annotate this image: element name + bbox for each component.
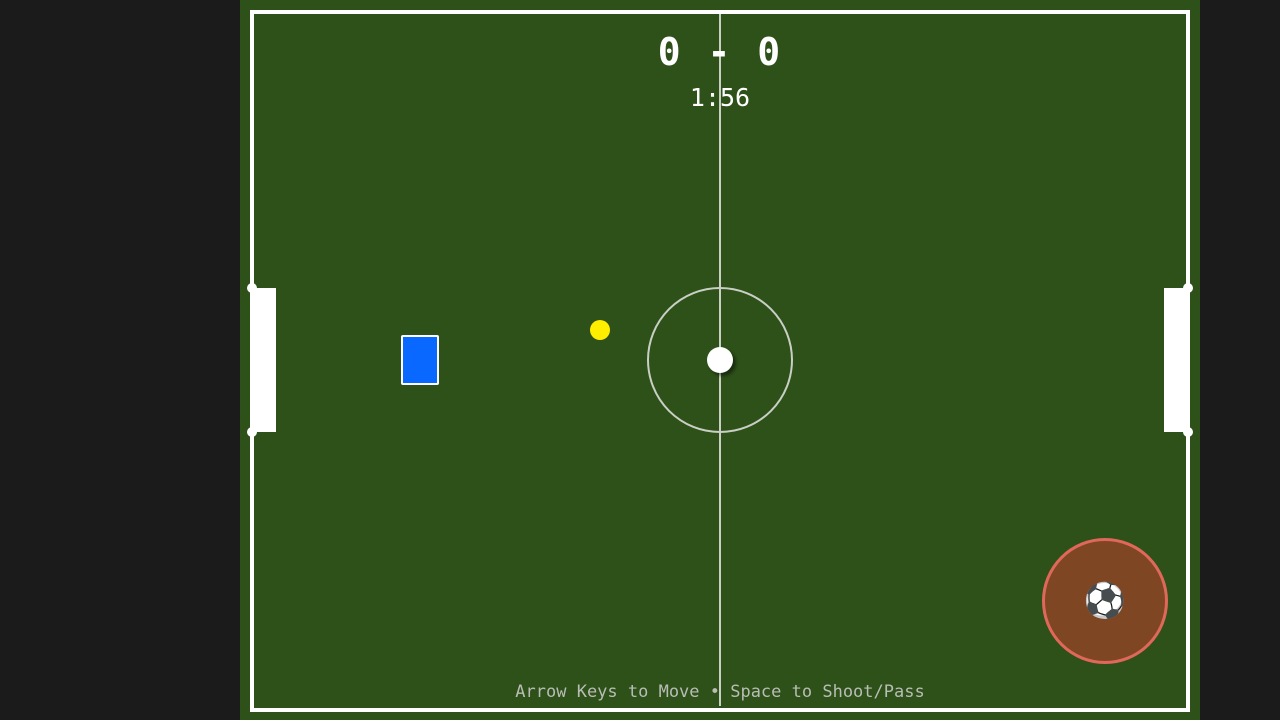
shoot-pass-button[interactable]: ⚽ [1042,538,1168,664]
target-marker [590,320,610,340]
left-goal-bottom-post [247,427,257,437]
soccer-pitch: 0 - 0 1:56 ⚽ Arrow Keys to Move • Space … [240,0,1200,720]
player-blue [401,335,439,385]
controls-instructions: Arrow Keys to Move • Space to Shoot/Pass [515,682,925,702]
right-goal [1164,288,1188,432]
right-goal-top-post [1183,283,1193,293]
soccer-ball [707,347,733,373]
scoreboard-score: 0 - 0 [657,30,783,74]
right-goal-bottom-post [1183,427,1193,437]
soccer-ball-icon: ⚽ [1083,581,1127,621]
match-timer: 1:56 [689,83,751,112]
left-goal-top-post [247,283,257,293]
center-circle [647,287,793,433]
left-goal [252,288,276,432]
